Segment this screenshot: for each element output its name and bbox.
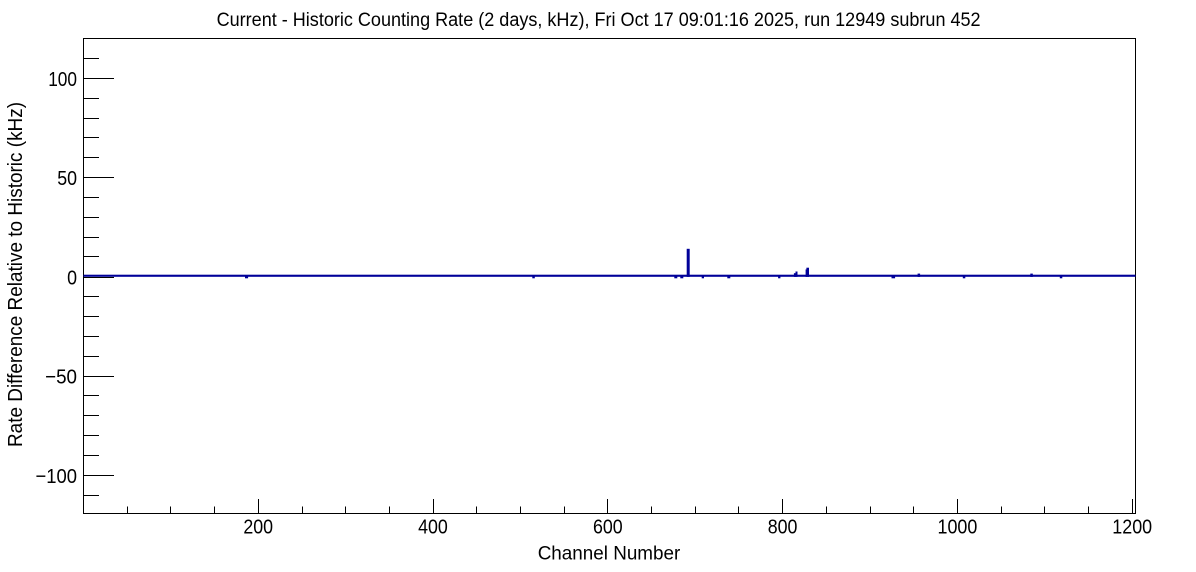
svg-text:400: 400	[418, 516, 448, 539]
svg-text:1000: 1000	[938, 516, 978, 539]
svg-text:Current - Historic Counting Ra: Current - Historic Counting Rate (2 days…	[217, 9, 981, 31]
svg-text:50: 50	[57, 167, 77, 190]
svg-text:1200: 1200	[1112, 516, 1152, 539]
svg-text:−100: −100	[36, 465, 78, 488]
svg-text:100: 100	[48, 68, 77, 91]
svg-text:−50: −50	[45, 366, 77, 389]
svg-text:800: 800	[768, 516, 798, 539]
svg-text:Rate Difference Relative to Hi: Rate Difference Relative to Historic (kH…	[4, 102, 27, 447]
svg-text:Channel Number: Channel Number	[538, 543, 681, 565]
svg-text:0: 0	[67, 266, 77, 289]
svg-text:600: 600	[593, 516, 623, 539]
svg-text:200: 200	[243, 516, 273, 539]
